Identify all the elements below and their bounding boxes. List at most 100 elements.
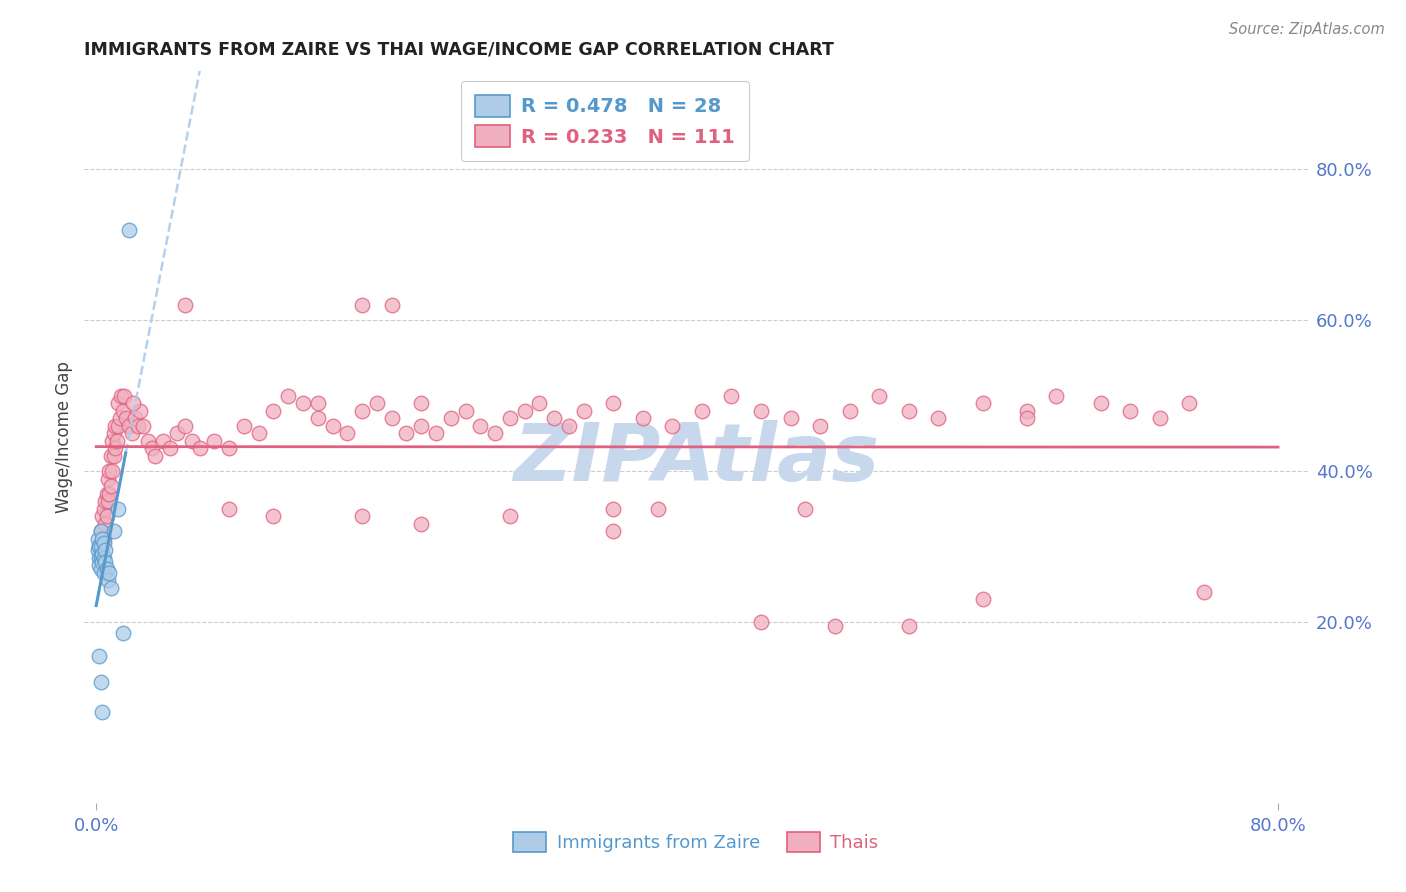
Point bbox=[100, 479, 122, 493]
Point bbox=[96, 562, 118, 576]
Point bbox=[90, 550, 112, 565]
Point bbox=[129, 403, 152, 417]
Point bbox=[93, 535, 115, 549]
Point bbox=[104, 418, 127, 433]
Point bbox=[91, 509, 114, 524]
Point bbox=[838, 403, 860, 417]
Point bbox=[381, 411, 404, 425]
Point bbox=[336, 426, 359, 441]
Point bbox=[749, 615, 772, 629]
Text: ZIPAtlas: ZIPAtlas bbox=[513, 420, 879, 498]
Point bbox=[152, 434, 174, 448]
Point bbox=[127, 418, 149, 433]
Point bbox=[101, 464, 124, 478]
Point bbox=[101, 434, 124, 448]
Point bbox=[972, 592, 994, 607]
Point bbox=[100, 449, 122, 463]
Point bbox=[1192, 584, 1215, 599]
Point bbox=[1178, 396, 1201, 410]
Point bbox=[181, 434, 204, 448]
Point bbox=[122, 396, 145, 410]
Point bbox=[454, 403, 477, 417]
Point bbox=[322, 418, 344, 433]
Point bbox=[307, 396, 329, 410]
Point bbox=[132, 418, 155, 433]
Point bbox=[202, 434, 225, 448]
Text: Source: ZipAtlas.com: Source: ZipAtlas.com bbox=[1229, 22, 1385, 37]
Point bbox=[499, 411, 522, 425]
Point bbox=[381, 298, 404, 312]
Point bbox=[98, 464, 121, 478]
Point bbox=[98, 566, 121, 580]
Legend: Immigrants from Zaire, Thais: Immigrants from Zaire, Thais bbox=[506, 824, 886, 860]
Point bbox=[188, 442, 211, 456]
Point bbox=[602, 396, 624, 410]
Point bbox=[352, 403, 374, 417]
Point bbox=[529, 396, 551, 410]
Point bbox=[93, 501, 115, 516]
Point bbox=[631, 411, 654, 425]
Point bbox=[262, 403, 284, 417]
Point bbox=[720, 389, 742, 403]
Point bbox=[96, 509, 118, 524]
Point bbox=[98, 486, 121, 500]
Point bbox=[484, 426, 506, 441]
Point bbox=[411, 396, 433, 410]
Point bbox=[411, 516, 433, 531]
Point bbox=[824, 618, 846, 632]
Point bbox=[602, 501, 624, 516]
Point bbox=[749, 403, 772, 417]
Point bbox=[292, 396, 315, 410]
Point bbox=[277, 389, 299, 403]
Point bbox=[366, 396, 388, 410]
Point bbox=[232, 418, 254, 433]
Point bbox=[91, 547, 114, 561]
Point bbox=[107, 396, 129, 410]
Point bbox=[143, 449, 166, 463]
Point bbox=[897, 618, 920, 632]
Point bbox=[808, 418, 831, 433]
Point bbox=[89, 540, 111, 554]
Point bbox=[513, 403, 536, 417]
Point bbox=[352, 298, 374, 312]
Point bbox=[104, 442, 127, 456]
Point bbox=[543, 411, 565, 425]
Point bbox=[1045, 389, 1067, 403]
Point bbox=[247, 426, 270, 441]
Point bbox=[94, 543, 117, 558]
Point bbox=[159, 442, 181, 456]
Point bbox=[794, 501, 817, 516]
Point bbox=[86, 543, 108, 558]
Point bbox=[94, 494, 117, 508]
Point bbox=[110, 389, 132, 403]
Point bbox=[90, 540, 112, 554]
Point bbox=[1119, 403, 1142, 417]
Point bbox=[218, 501, 240, 516]
Point bbox=[136, 434, 159, 448]
Point bbox=[121, 426, 143, 441]
Point bbox=[89, 550, 111, 565]
Point bbox=[93, 550, 115, 565]
Point bbox=[107, 418, 129, 433]
Point bbox=[425, 426, 447, 441]
Point bbox=[94, 516, 117, 531]
Point bbox=[927, 411, 949, 425]
Point bbox=[90, 562, 112, 576]
Point bbox=[94, 554, 117, 568]
Point bbox=[972, 396, 994, 410]
Point bbox=[868, 389, 890, 403]
Point bbox=[411, 418, 433, 433]
Point bbox=[602, 524, 624, 539]
Point bbox=[118, 418, 141, 433]
Point bbox=[166, 426, 188, 441]
Point bbox=[141, 442, 163, 456]
Point bbox=[108, 411, 131, 425]
Point bbox=[103, 426, 125, 441]
Y-axis label: Wage/Income Gap: Wage/Income Gap bbox=[55, 361, 73, 513]
Point bbox=[572, 403, 595, 417]
Point bbox=[779, 411, 801, 425]
Point bbox=[97, 471, 120, 485]
Point bbox=[114, 411, 136, 425]
Point bbox=[111, 403, 134, 417]
Point bbox=[173, 298, 195, 312]
